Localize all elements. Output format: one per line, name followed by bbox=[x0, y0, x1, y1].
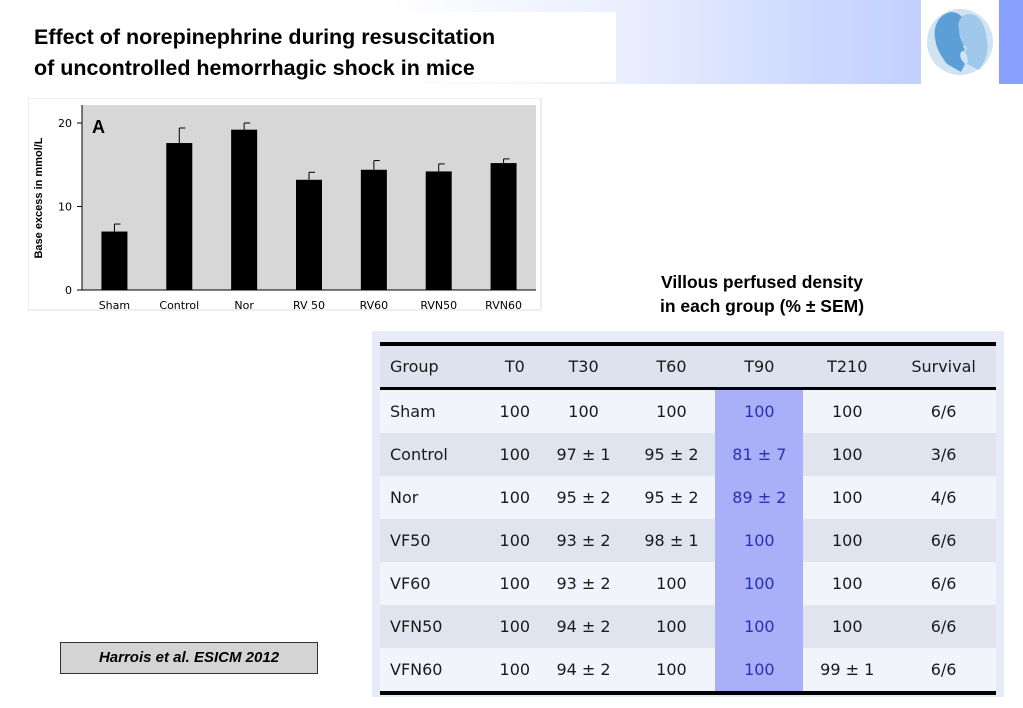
table-cell: 94 ± 2 bbox=[539, 605, 628, 648]
table-cell-highlighted: 100 bbox=[715, 562, 804, 605]
table-cell: VFN60 bbox=[380, 648, 490, 693]
table-cell: 100 bbox=[539, 388, 628, 433]
table-cell: 95 ± 2 bbox=[627, 476, 716, 519]
profile-heads-icon bbox=[927, 9, 993, 75]
table-cell: 3/6 bbox=[891, 433, 996, 476]
table-cell: 95 ± 2 bbox=[539, 476, 628, 519]
table-row: Nor 100 95 ± 2 95 ± 2 89 ± 2 100 4/6 bbox=[380, 476, 996, 519]
x-tick-label: Control bbox=[159, 299, 199, 312]
table-cell-highlighted: 81 ± 7 bbox=[715, 433, 804, 476]
table-cell: 100 bbox=[627, 562, 716, 605]
column-header: Group bbox=[380, 344, 490, 389]
table-cell-highlighted: 89 ± 2 bbox=[715, 476, 804, 519]
table-cell: 100 bbox=[490, 476, 540, 519]
table-cell: 100 bbox=[803, 562, 892, 605]
table-cell: 100 bbox=[490, 648, 540, 693]
bar-rvn60 bbox=[490, 163, 517, 290]
table-cell: 100 bbox=[803, 433, 892, 476]
table-cell: Sham bbox=[380, 388, 490, 433]
column-header: Survival bbox=[891, 344, 996, 389]
x-tick-label: Nor bbox=[234, 299, 254, 312]
table-cell: 100 bbox=[490, 605, 540, 648]
table-cell: 100 bbox=[627, 648, 716, 693]
table-cell: 100 bbox=[490, 562, 540, 605]
column-header: T210 bbox=[803, 344, 892, 389]
table-row: VFN60 100 94 ± 2 100 100 99 ± 1 6/6 bbox=[380, 648, 996, 693]
table-cell: 94 ± 2 bbox=[539, 648, 628, 693]
y-tick-label: 10 bbox=[58, 201, 72, 214]
x-tick-label: RV 50 bbox=[293, 299, 325, 312]
column-header: T30 bbox=[539, 344, 628, 389]
slide-title-line-1: Effect of norepinephrine during resuscit… bbox=[34, 25, 496, 49]
column-header: T90 bbox=[715, 344, 804, 389]
table-cell: 6/6 bbox=[891, 388, 996, 433]
table-cell-highlighted: 100 bbox=[715, 648, 804, 693]
table-cell: 100 bbox=[490, 433, 540, 476]
table-cell: VFN50 bbox=[380, 605, 490, 648]
table-cell: Nor bbox=[380, 476, 490, 519]
table-cell: 100 bbox=[490, 388, 540, 433]
table-cell: 95 ± 2 bbox=[627, 433, 716, 476]
table-caption: Villous perfused density in each group (… bbox=[612, 270, 912, 318]
x-tick-label: RV60 bbox=[360, 299, 389, 312]
bar-rv60 bbox=[360, 169, 387, 290]
table-cell-highlighted: 100 bbox=[715, 519, 804, 562]
y-tick-label: 0 bbox=[65, 284, 72, 297]
villous-density-table: Group T0 T30 T60 T90 T210 Survival Sham … bbox=[380, 342, 996, 695]
table-cell: Control bbox=[380, 433, 490, 476]
bar-rv-50 bbox=[296, 179, 322, 290]
table-cell: 6/6 bbox=[891, 648, 996, 693]
table-cell: 93 ± 2 bbox=[539, 519, 628, 562]
header-title-area bbox=[0, 12, 616, 82]
table-cell: 100 bbox=[803, 519, 892, 562]
x-tick-label: Sham bbox=[99, 299, 130, 312]
table-cell: 100 bbox=[627, 388, 716, 433]
table-cell: 98 ± 1 bbox=[627, 519, 716, 562]
citation-box: Harrois et al. ESICM 2012 bbox=[60, 642, 318, 674]
chart-panel-label: A bbox=[92, 117, 105, 137]
table-cell: 100 bbox=[803, 605, 892, 648]
table-cell: 93 ± 2 bbox=[539, 562, 628, 605]
table-row: VF60 100 93 ± 2 100 100 100 6/6 bbox=[380, 562, 996, 605]
table-row: Control 100 97 ± 1 95 ± 2 81 ± 7 100 3/6 bbox=[380, 433, 996, 476]
column-header: T0 bbox=[490, 344, 540, 389]
bar-sham bbox=[101, 231, 128, 290]
table-caption-line-1: Villous perfused density bbox=[661, 272, 863, 292]
table-cell: 99 ± 1 bbox=[803, 648, 892, 693]
table-cell: 100 bbox=[490, 519, 540, 562]
table-cell: VF60 bbox=[380, 562, 490, 605]
x-tick-label: RVN50 bbox=[420, 299, 457, 312]
table-cell-highlighted: 100 bbox=[715, 605, 804, 648]
x-tick-label: RVN60 bbox=[485, 299, 522, 312]
table-cell: 4/6 bbox=[891, 476, 996, 519]
table-cell: 100 bbox=[803, 388, 892, 433]
table-cell: 6/6 bbox=[891, 562, 996, 605]
y-axis-label: Base excess in mmol/L bbox=[33, 137, 45, 258]
table-cell: 6/6 bbox=[891, 605, 996, 648]
table-header-row: Group T0 T30 T60 T90 T210 Survival bbox=[380, 344, 996, 389]
table-cell-highlighted: 100 bbox=[715, 388, 804, 433]
y-tick-label: 20 bbox=[58, 117, 72, 130]
bar-rvn50 bbox=[425, 171, 452, 290]
table-cell: VF50 bbox=[380, 519, 490, 562]
slide-title: Effect of norepinephrine during resuscit… bbox=[34, 22, 634, 84]
bar-chart: A Base excess in mmol/L 0 10 20 Sham Contro… bbox=[27, 97, 543, 320]
column-header: T60 bbox=[627, 344, 716, 389]
table-row: VF50 100 93 ± 2 98 ± 1 100 100 6/6 bbox=[380, 519, 996, 562]
bar-control bbox=[166, 143, 193, 290]
logo bbox=[921, 0, 999, 84]
table-row: VFN50 100 94 ± 2 100 100 100 6/6 bbox=[380, 605, 996, 648]
table-cell: 100 bbox=[803, 476, 892, 519]
logo-accent-strip bbox=[999, 0, 1023, 84]
table-cell: 100 bbox=[627, 605, 716, 648]
slide-title-line-2: of uncontrolled hemorrhagic shock in mic… bbox=[34, 56, 475, 80]
table-cell: 97 ± 1 bbox=[539, 433, 628, 476]
table-row: Sham 100 100 100 100 100 6/6 bbox=[380, 388, 996, 433]
table-caption-line-2: in each group (% ± SEM) bbox=[659, 296, 865, 316]
bar-nor bbox=[231, 129, 258, 290]
bar-chart-svg: A Base excess in mmol/L 0 10 20 Sham Contro… bbox=[27, 97, 542, 312]
table-cell: 6/6 bbox=[891, 519, 996, 562]
